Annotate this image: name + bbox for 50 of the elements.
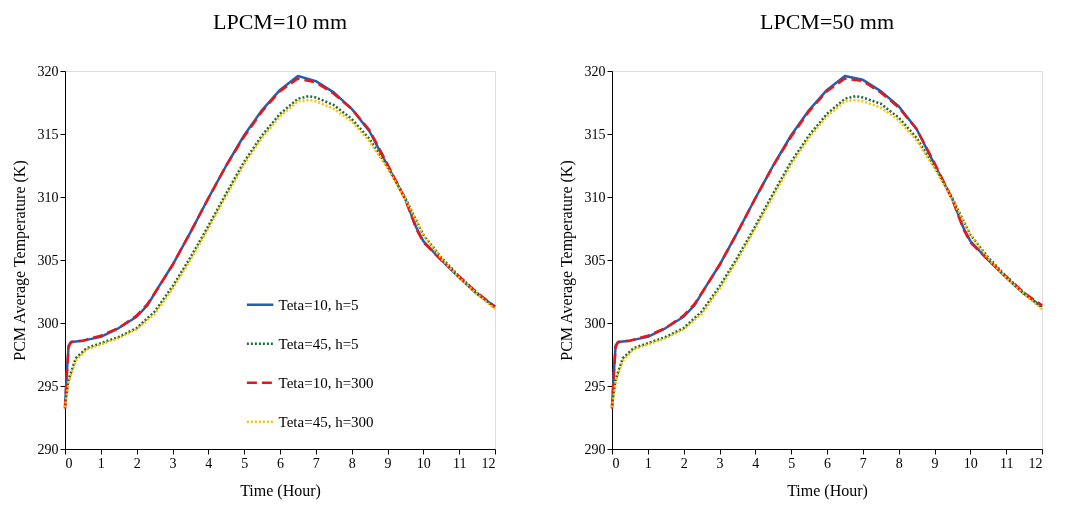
chart-title: LPCM=50 mm [759,9,895,34]
x-tick-label: 5 [788,455,796,471]
y-tick-label: 295 [37,378,59,394]
x-tick-label: 4 [205,455,213,471]
x-tick-label: 6 [824,455,831,471]
x-tick-label: 7 [859,455,867,471]
legend-label: Teta=45, h=300 [278,413,374,430]
y-tick-label: 300 [37,315,59,331]
x-tick-label: 1 [644,455,652,471]
x-axis-title: Time (Hour) [787,481,868,500]
x-tick-label: 0 [612,455,620,471]
x-tick-label: 8 [348,455,356,471]
y-tick-label: 320 [37,63,59,79]
x-tick-label: 11 [452,455,467,471]
x-tick-label: 2 [680,455,688,471]
x-tick-label: 3 [169,455,177,471]
x-tick-label: 12 [1028,455,1043,471]
x-tick-label: 9 [931,455,939,471]
x-tick-label: 10 [963,455,978,471]
legend-label: Teta=10, h=5 [278,296,359,313]
x-tick-label: 6 [277,455,284,471]
y-tick-label: 295 [584,378,606,394]
y-tick-label: 310 [37,189,59,205]
x-tick-label: 8 [895,455,903,471]
y-tick-label: 305 [37,252,59,268]
legend-label: Teta=45, h=5 [278,335,359,352]
y-tick-label: 310 [584,189,606,205]
x-tick-label: 5 [241,455,249,471]
y-axis-title: PCM Average Temperature (K) [10,160,29,361]
y-tick-label: 315 [37,126,59,142]
x-axis-title: Time (Hour) [240,481,321,500]
y-axis-title: PCM Average Temperature (K) [557,160,576,361]
x-tick-label: 9 [384,455,392,471]
x-tick-label: 11 [999,455,1014,471]
legend-label: Teta=10, h=300 [278,374,374,391]
x-tick-label: 0 [65,455,73,471]
x-tick-label: 2 [133,455,141,471]
y-tick-label: 320 [584,63,606,79]
y-tick-label: 300 [584,315,606,331]
y-tick-label: 315 [584,126,606,142]
x-tick-label: 1 [97,455,105,471]
y-tick-label: 290 [584,441,606,457]
chart-title: LPCM=10 mm [212,9,348,34]
x-tick-label: 4 [752,455,760,471]
y-tick-label: 290 [37,441,59,457]
x-tick-label: 10 [416,455,431,471]
x-tick-label: 3 [716,455,724,471]
y-tick-label: 305 [584,252,606,268]
x-tick-label: 12 [481,455,496,471]
x-tick-label: 7 [312,455,320,471]
